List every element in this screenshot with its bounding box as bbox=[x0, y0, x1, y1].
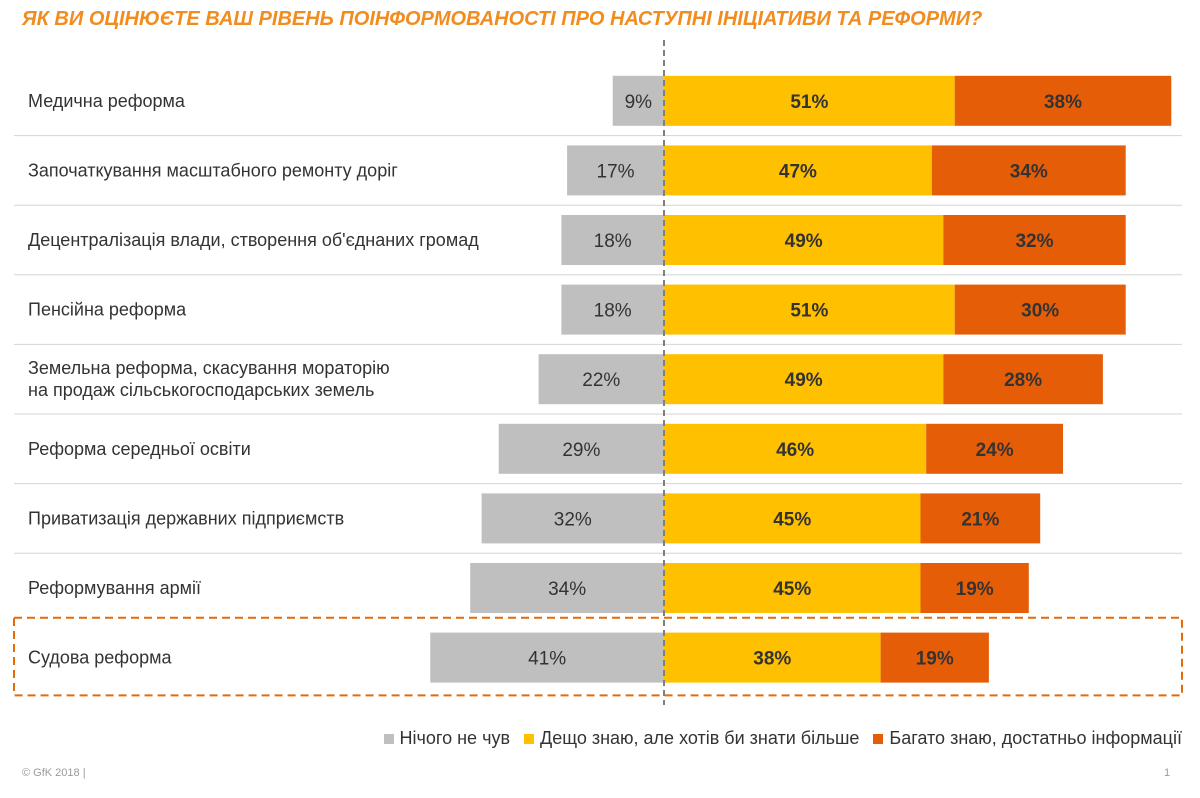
bar-some bbox=[664, 284, 955, 335]
bar-none bbox=[561, 284, 664, 335]
data-label-much: 28% bbox=[1004, 370, 1042, 391]
bar-much bbox=[954, 75, 1172, 126]
bar-none bbox=[567, 145, 664, 196]
bar-some bbox=[664, 563, 921, 613]
legend-label-none: Нічого не чув bbox=[399, 728, 511, 748]
bar-none bbox=[538, 354, 664, 405]
category-label: Судова реформа bbox=[28, 648, 173, 668]
legend-item-some: Дещо знаю, але хотів би знати більше bbox=[524, 728, 859, 749]
data-label-some: 47% bbox=[779, 161, 817, 182]
data-label-much: 30% bbox=[1021, 301, 1059, 322]
chart-legend: Нічого не чув Дещо знаю, але хотів би зн… bbox=[370, 728, 1182, 749]
bar-none bbox=[612, 75, 664, 126]
category-label: Пенсійна реформа bbox=[28, 300, 187, 320]
bar-some bbox=[664, 493, 921, 544]
bar-much bbox=[954, 284, 1126, 335]
bar-some bbox=[664, 632, 881, 683]
footer-copyright: © GfK 2018 | bbox=[22, 767, 86, 779]
category-label: Медична реформа bbox=[28, 91, 186, 111]
data-label-much: 24% bbox=[976, 440, 1014, 461]
category-label: Приватизація державних підприємств bbox=[28, 508, 344, 528]
data-label-some: 46% bbox=[776, 440, 814, 461]
bar-much bbox=[931, 145, 1126, 196]
legend-item-none: Нічого не чув bbox=[383, 728, 511, 749]
bar-much bbox=[926, 423, 1063, 474]
footer-page-number: 1 bbox=[1164, 767, 1171, 779]
data-label-none: 41% bbox=[528, 649, 566, 670]
data-label-much: 19% bbox=[956, 579, 994, 600]
data-label-much: 21% bbox=[961, 509, 999, 530]
data-label-some: 51% bbox=[790, 92, 828, 113]
category-label: на продаж сільськогосподарських земель bbox=[28, 380, 374, 400]
data-label-some: 38% bbox=[753, 649, 791, 670]
bar-none bbox=[481, 493, 664, 544]
legend-swatch-some bbox=[524, 733, 535, 744]
bar-some bbox=[664, 145, 932, 196]
bar-none bbox=[498, 423, 664, 474]
bar-much bbox=[920, 563, 1029, 613]
bar-some bbox=[664, 75, 955, 126]
bar-some bbox=[664, 215, 944, 265]
category-label: Започаткування масштабного ремонту доріг bbox=[28, 160, 398, 180]
data-label-some: 51% bbox=[790, 301, 828, 322]
bar-some bbox=[664, 423, 927, 474]
data-label-none: 9% bbox=[625, 92, 653, 113]
data-label-none: 29% bbox=[562, 440, 600, 461]
bar-much bbox=[943, 215, 1126, 265]
bar-none bbox=[561, 215, 664, 265]
data-label-much: 34% bbox=[1010, 161, 1048, 182]
data-label-none: 18% bbox=[594, 301, 632, 322]
legend-label-some: Дещо знаю, але хотів би знати більше bbox=[540, 728, 860, 748]
category-label: Реформа середньої освіти bbox=[28, 439, 251, 459]
data-label-none: 17% bbox=[597, 161, 635, 182]
bar-some bbox=[664, 354, 944, 405]
legend-item-much: Багато знаю, достатньо інформації bbox=[873, 728, 1182, 749]
data-label-some: 49% bbox=[785, 370, 823, 391]
category-label: Децентралізація влади, створення об'єдна… bbox=[28, 230, 479, 250]
bar-much bbox=[943, 354, 1103, 405]
data-label-much: 38% bbox=[1044, 92, 1082, 113]
data-label-none: 22% bbox=[582, 370, 620, 391]
data-label-some: 45% bbox=[773, 579, 811, 600]
bar-much bbox=[880, 632, 989, 683]
data-label-none: 18% bbox=[594, 231, 632, 252]
bar-none bbox=[430, 632, 664, 683]
chart-plot: Медична реформа 9% 51% 38% Започаткування ма… bbox=[13, 40, 1183, 705]
category-label: Земельна реформа, скасування мораторію bbox=[28, 358, 390, 378]
data-label-much: 19% bbox=[916, 649, 954, 670]
data-label-none: 32% bbox=[554, 509, 592, 530]
legend-swatch-much bbox=[873, 733, 884, 744]
legend-swatch-none bbox=[383, 733, 394, 744]
data-label-much: 32% bbox=[1015, 231, 1053, 252]
category-label: Реформування армії bbox=[28, 578, 201, 598]
bar-much bbox=[920, 493, 1041, 544]
data-label-some: 49% bbox=[785, 231, 823, 252]
data-label-some: 45% bbox=[773, 509, 811, 530]
data-label-none: 34% bbox=[548, 579, 586, 600]
legend-label-much: Багато знаю, достатньо інформації bbox=[889, 728, 1182, 748]
bar-none bbox=[470, 563, 664, 613]
chart-title: ЯК ВИ ОЦІНЮЄТЕ ВАШ РІВЕНЬ ПОІНФОРМОВАНОС… bbox=[22, 8, 983, 30]
